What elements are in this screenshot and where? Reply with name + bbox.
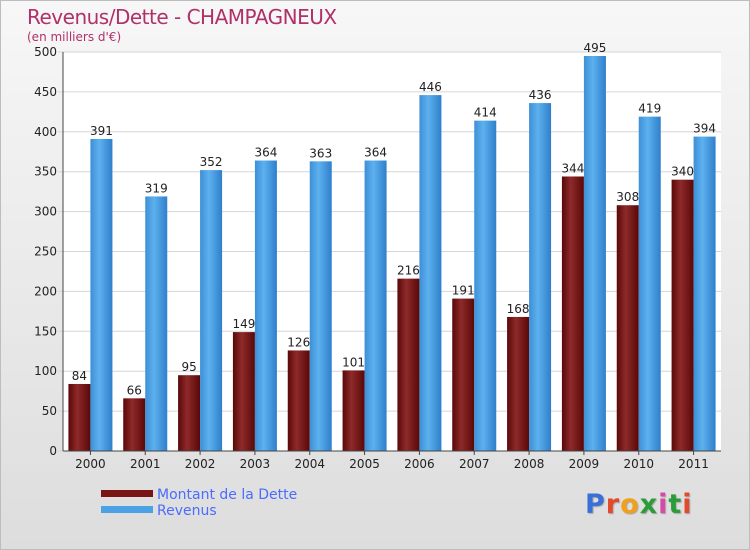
bar-dette [671,179,694,451]
logo-letter: i [658,489,669,520]
legend-swatch-dette [101,490,153,497]
chart-subtitle: (en milliers d'€) [27,30,122,44]
bar-revenus [419,95,442,451]
y-tick-label: 450 [34,85,57,99]
bar-revenus [254,160,277,451]
data-label-dette: 216 [397,264,420,278]
y-tick-label: 0 [49,444,57,458]
data-label-revenus: 363 [309,146,332,160]
data-label-revenus: 495 [583,41,606,55]
bar-dette [123,398,146,451]
data-label-dette: 66 [127,383,142,397]
x-tick-label: 2002 [185,457,216,471]
y-tick-label: 400 [34,125,57,139]
logo-letter: t [668,489,683,520]
bar-dette [561,176,584,451]
bar-revenus [529,103,552,452]
x-tick-label: 2006 [404,457,435,471]
y-tick-label: 500 [34,45,57,59]
chart-title: Revenus/Dette - CHAMPAGNEUX [27,5,337,29]
x-tick-label: 2008 [514,457,545,471]
bar-revenus [364,160,387,451]
bar-revenus [583,55,606,452]
bar-revenus [474,120,497,452]
data-label-revenus: 364 [364,146,387,160]
data-label-revenus: 414 [474,106,497,120]
y-tick-label: 350 [34,165,57,179]
x-tick-label: 2007 [459,457,490,471]
bar-dette [178,375,201,451]
data-label-dette: 101 [342,355,365,369]
logo-letter: x [639,489,659,520]
bar-revenus [693,136,716,451]
data-label-dette: 340 [671,165,694,179]
legend-swatch-revenus [101,506,153,513]
logo-letter: o [620,489,640,520]
bar-dette [452,298,475,451]
logo-letter: r [605,489,621,520]
bar-revenus [200,170,223,451]
y-tick-label: 150 [34,324,57,338]
x-tick-label: 2005 [349,457,380,471]
logo-letter: P [585,489,606,520]
x-tick-label: 2009 [569,457,600,471]
y-tick-label: 250 [34,245,57,259]
data-label-revenus: 394 [693,122,716,136]
x-tick-label: 2001 [130,457,161,471]
x-tick-label: 2000 [75,457,106,471]
x-tick-label: 2011 [678,457,709,471]
data-label-revenus: 391 [90,124,113,138]
x-tick-label: 2003 [240,457,271,471]
bar-revenus [145,196,168,451]
y-tick-label: 200 [34,284,57,298]
bar-dette [287,350,310,451]
data-label-dette: 126 [287,335,310,349]
y-tick-label: 50 [42,404,57,418]
bar-revenus [90,138,113,451]
y-tick-label: 100 [34,364,57,378]
data-label-dette: 95 [181,360,196,374]
data-label-dette: 84 [72,369,87,383]
bar-revenus [638,116,661,451]
y-tick-label: 300 [34,205,57,219]
proxiti-logo: Proxiti [585,489,693,520]
data-label-revenus: 352 [200,155,223,169]
legend-label-dette: Montant de la Dette [157,487,298,503]
data-label-revenus: 446 [419,80,442,94]
logo-letter: i [682,489,693,520]
data-label-dette: 191 [452,284,475,298]
bar-dette [507,316,530,451]
x-tick-label: 2004 [294,457,325,471]
bar-dette [397,278,420,451]
bar-dette [68,383,91,451]
x-tick-label: 2010 [623,457,654,471]
data-label-revenus: 319 [145,181,168,195]
bar-revenus [309,161,332,452]
data-label-revenus: 364 [254,146,277,160]
bar-dette [232,332,255,451]
data-label-dette: 149 [232,317,255,331]
data-label-dette: 308 [616,190,639,204]
legend-label-revenus: Revenus [157,503,217,519]
data-label-revenus: 436 [529,88,552,102]
data-label-revenus: 419 [638,102,661,116]
bar-dette [342,370,365,451]
data-label-dette: 344 [561,161,584,175]
bar-dette [616,205,639,451]
data-label-dette: 168 [507,302,530,316]
